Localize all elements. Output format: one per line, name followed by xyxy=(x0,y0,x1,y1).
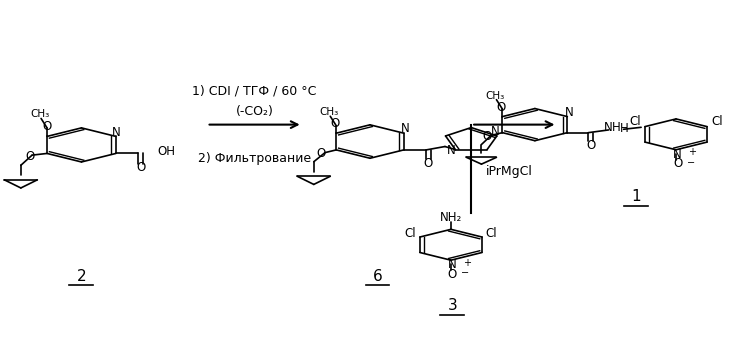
Text: N: N xyxy=(447,144,456,158)
Text: iPrMgCl: iPrMgCl xyxy=(486,165,533,179)
Text: N: N xyxy=(673,148,682,161)
Text: N: N xyxy=(565,106,573,119)
Text: N: N xyxy=(604,121,613,134)
Text: Cl: Cl xyxy=(630,115,641,128)
Text: H: H xyxy=(620,122,629,135)
Text: −: − xyxy=(461,268,470,278)
Text: CH₃: CH₃ xyxy=(30,109,49,119)
Text: OH: OH xyxy=(157,145,175,158)
Text: Cl: Cl xyxy=(405,227,416,240)
Text: O: O xyxy=(316,147,326,160)
Text: CH₃: CH₃ xyxy=(485,90,504,100)
Text: 6: 6 xyxy=(373,269,382,284)
Text: 1: 1 xyxy=(631,189,641,204)
Text: N: N xyxy=(491,126,500,138)
Text: (-CO₂): (-CO₂) xyxy=(236,105,273,118)
Text: +: + xyxy=(688,148,696,158)
Text: Cl: Cl xyxy=(486,227,498,240)
Text: O: O xyxy=(586,139,595,152)
Text: O: O xyxy=(673,158,682,171)
Text: CH₃: CH₃ xyxy=(319,107,338,117)
Text: O: O xyxy=(42,120,51,133)
Text: O: O xyxy=(330,117,340,130)
Text: 2) Фильтрование: 2) Фильтрование xyxy=(198,152,311,165)
Text: N: N xyxy=(401,122,410,135)
Text: NH₂: NH₂ xyxy=(440,211,462,224)
Text: O: O xyxy=(25,150,35,163)
Text: Cl: Cl xyxy=(711,115,723,128)
Text: O: O xyxy=(136,161,145,174)
Text: O: O xyxy=(482,130,492,142)
Text: 1) CDI / ТГФ / 60 °C: 1) CDI / ТГФ / 60 °C xyxy=(193,85,317,98)
Text: +: + xyxy=(463,258,471,268)
Text: −: − xyxy=(686,158,695,168)
Text: N: N xyxy=(448,258,457,271)
Text: O: O xyxy=(448,268,457,281)
Text: 2: 2 xyxy=(77,269,86,284)
Text: O: O xyxy=(424,157,433,170)
Text: H: H xyxy=(612,121,621,134)
Text: O: O xyxy=(496,100,506,114)
Text: 3: 3 xyxy=(448,299,458,313)
Text: N: N xyxy=(112,126,120,139)
